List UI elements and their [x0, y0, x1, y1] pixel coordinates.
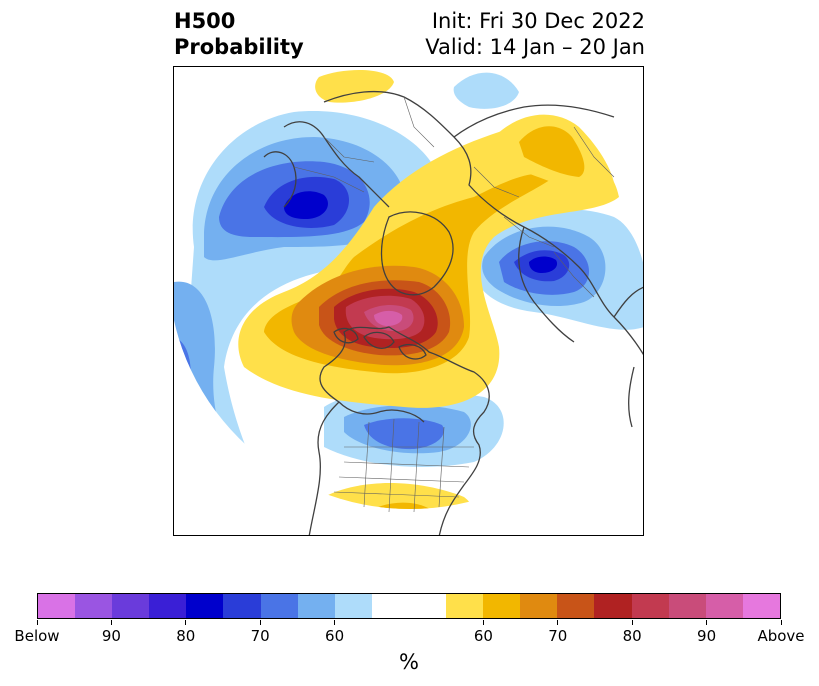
colorbar-tick-label: 70 — [250, 627, 270, 645]
colorbar-segment-below-1 — [75, 594, 113, 618]
colorbar-segment-below-8 — [334, 594, 372, 618]
colorbar-segment-above-3 — [557, 594, 595, 618]
colorbar-segment-above-4 — [594, 594, 632, 618]
colorbar-tick-label: Above — [757, 627, 805, 645]
negative-anomaly-north-america — [324, 390, 504, 467]
colorbar-segment-above-6 — [668, 594, 706, 618]
colorbar-tick-label: 70 — [548, 627, 568, 645]
colorbar-tick — [780, 620, 782, 625]
chart-title: H500 Probability — [174, 8, 304, 60]
colorbar-unit: % — [399, 650, 419, 674]
colorbar-tick — [557, 620, 559, 625]
title-line-1: H500 — [174, 9, 236, 33]
positive-anomaly-russia — [491, 114, 615, 197]
init-date: Init: Fri 30 Dec 2022 — [431, 9, 645, 33]
colorbar-segment-above-8 — [742, 594, 780, 618]
colorbar-segment-below-4 — [186, 594, 224, 618]
date-info: Init: Fri 30 Dec 2022 Valid: 14 Jan – 20… — [425, 8, 645, 60]
colorbar-tick-label: 60 — [325, 627, 345, 645]
positive-anomaly-south — [309, 483, 474, 509]
colorbar-tick-label: 80 — [176, 627, 196, 645]
colorbar-tick-label: 60 — [473, 627, 493, 645]
colorbar-segment-below-2 — [112, 594, 150, 618]
colorbar-segment-below-0 — [38, 594, 76, 618]
colorbar-tick — [110, 620, 112, 625]
colorbar-tick — [482, 620, 484, 625]
negative-anomaly-siberia — [472, 209, 643, 330]
colorbar-segment-above-5 — [631, 594, 669, 618]
positive-anomaly-arctic — [238, 122, 620, 408]
map-canvas — [174, 70, 643, 535]
colorbar-tick — [706, 620, 708, 625]
colorbar-segment-below-6 — [260, 594, 298, 618]
colorbar-segment-below-3 — [149, 594, 187, 618]
colorbar-tick — [631, 620, 633, 625]
colorbar-segment-above-2 — [520, 594, 558, 618]
colorbar-tick-label: Below — [14, 627, 60, 645]
colorbar-tick — [259, 620, 261, 625]
negative-anomaly-pacific — [184, 111, 440, 487]
colorbar-tick-label: 90 — [101, 627, 121, 645]
colorbar-tick — [36, 620, 38, 625]
country-borders — [293, 96, 615, 513]
colorbar-segment-above-1 — [483, 594, 521, 618]
valid-range: Valid: 14 Jan – 20 Jan — [425, 35, 645, 59]
probability-map — [173, 66, 644, 536]
colorbar-tick-label: 80 — [622, 627, 642, 645]
colorbar-segment-above-7 — [705, 594, 743, 618]
colorbar-tick — [334, 620, 336, 625]
colorbar-segment-below-5 — [223, 594, 261, 618]
colorbar-segment-neutral — [371, 594, 447, 618]
colorbar-segment-above-0 — [446, 594, 484, 618]
colorbar — [37, 593, 781, 619]
title-line-2: Probability — [174, 35, 304, 59]
colorbar-tick — [185, 620, 187, 625]
colorbar-tick-label: 90 — [697, 627, 717, 645]
colorbar-segment-below-7 — [297, 594, 335, 618]
